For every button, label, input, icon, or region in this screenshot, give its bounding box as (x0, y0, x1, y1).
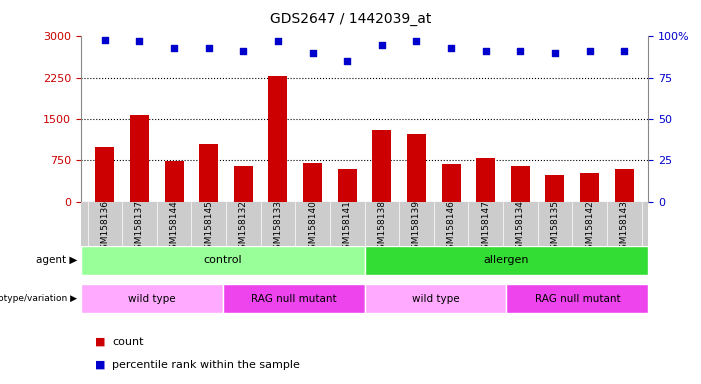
Point (134, 38, 145, 45)
Bar (130, 115, 149, 202)
Bar (81, 246, 365, 275)
Text: RAG null mutant: RAG null mutant (535, 293, 620, 304)
Bar (507, 284, 648, 313)
Text: agent ▶: agent ▶ (36, 255, 77, 265)
Text: percentile rank within the sample: percentile rank within the sample (112, 360, 300, 370)
Point (100, 37, 111, 43)
Point (341, 58, 353, 65)
Point (168, 45, 179, 51)
Text: count: count (112, 337, 144, 347)
Text: allergen: allergen (484, 255, 529, 265)
Bar (365, 284, 507, 313)
Point (307, 50, 318, 56)
Point (376, 42, 388, 48)
Text: ■: ■ (95, 337, 109, 347)
Text: GDS2647 / 1442039_at: GDS2647 / 1442039_at (270, 12, 431, 25)
Bar (545, 175, 564, 202)
Bar (223, 284, 365, 313)
Bar (199, 144, 218, 202)
Bar (303, 163, 322, 202)
Point (273, 38, 284, 45)
Text: wild type: wild type (411, 293, 459, 304)
Point (445, 45, 456, 51)
Bar (268, 76, 287, 202)
Text: control: control (203, 255, 242, 265)
Bar (372, 130, 391, 202)
Bar (338, 169, 357, 202)
Bar (615, 169, 634, 202)
Bar (165, 161, 184, 202)
Bar (580, 173, 599, 202)
Bar (95, 147, 114, 202)
Point (203, 45, 215, 51)
Text: ■: ■ (95, 360, 109, 370)
Point (411, 38, 422, 45)
Point (238, 48, 249, 55)
Bar (365, 246, 648, 275)
Bar (81, 284, 223, 313)
Bar (476, 157, 495, 202)
Text: RAG null mutant: RAG null mutant (251, 293, 336, 304)
Bar (511, 166, 530, 202)
Point (584, 48, 595, 55)
Point (480, 48, 491, 55)
Point (550, 50, 561, 56)
Bar (234, 166, 253, 202)
Bar (442, 164, 461, 202)
Text: genotype/variation ▶: genotype/variation ▶ (0, 294, 77, 303)
Point (618, 48, 629, 55)
Point (515, 48, 526, 55)
Text: wild type: wild type (128, 293, 175, 304)
Bar (407, 134, 426, 202)
